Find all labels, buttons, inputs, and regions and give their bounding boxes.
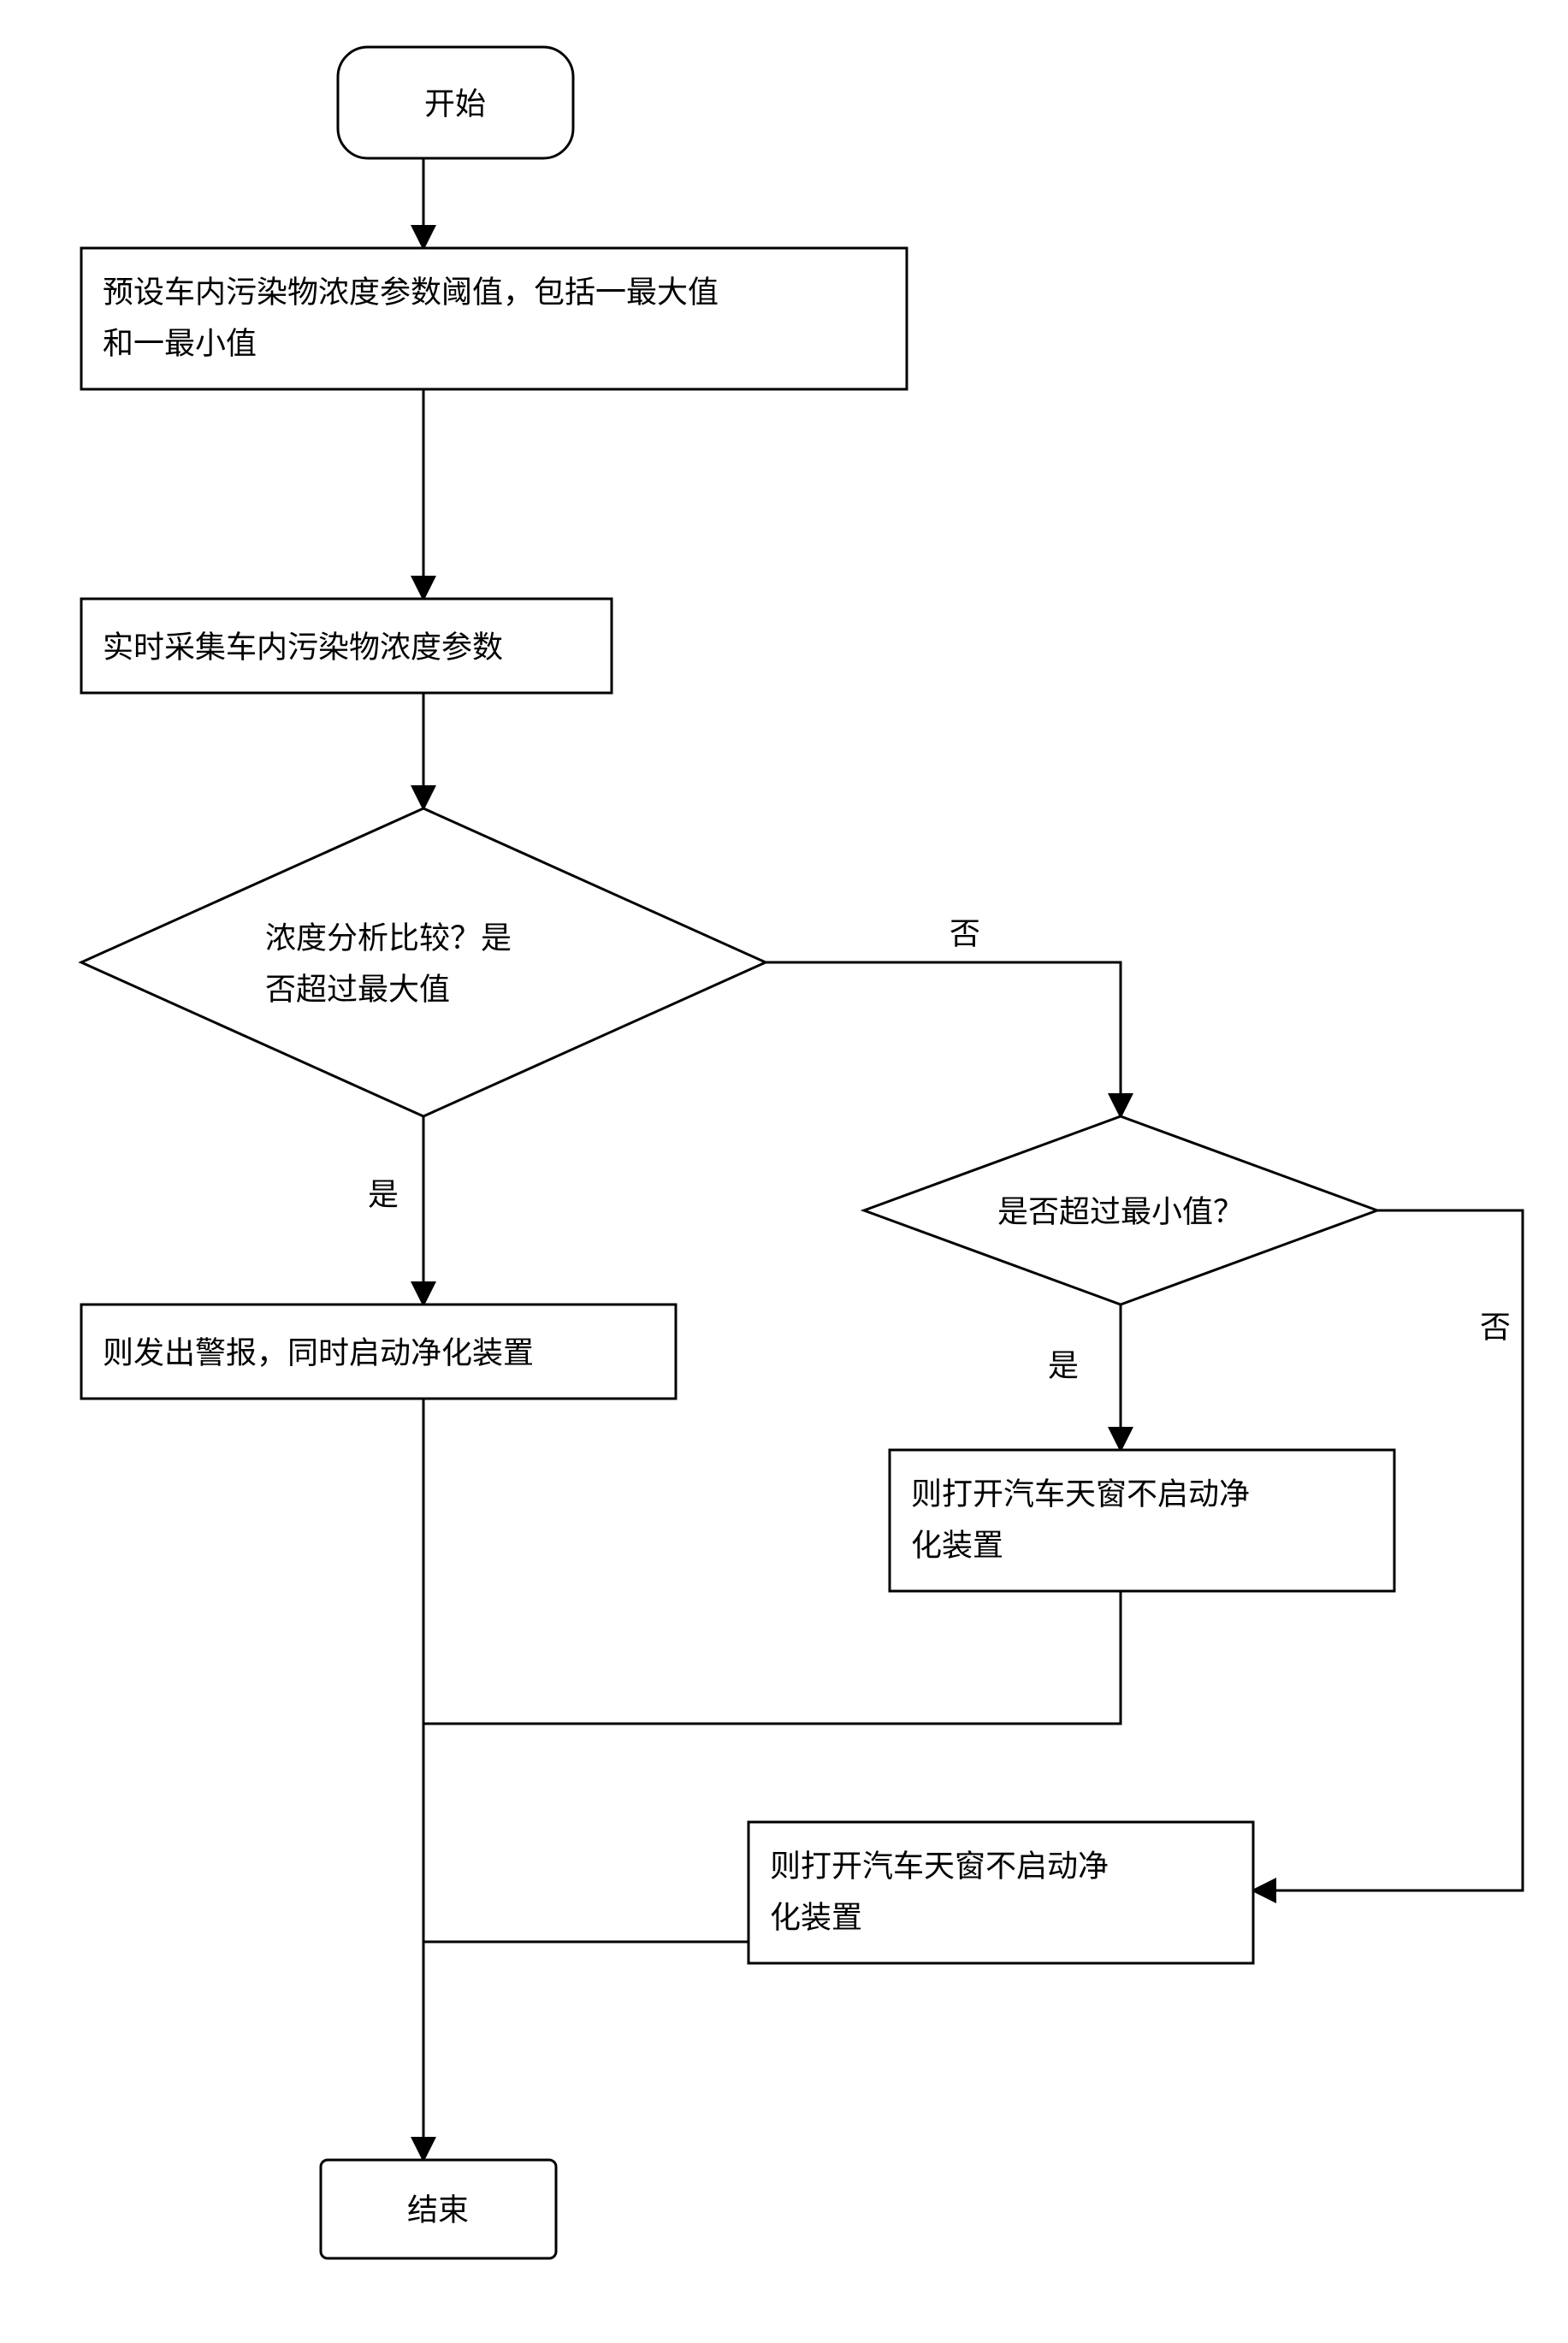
node-end-label: 结束 xyxy=(407,2192,469,2227)
node-preset-line2: 和一最小值 xyxy=(103,326,257,360)
node-d1-line1: 浓度分析比较？是 xyxy=(265,920,512,955)
node-open2: 则打开汽车天窗不启动净 化装置 xyxy=(748,1822,1253,1963)
label-d2-yes: 是 xyxy=(1048,1348,1079,1382)
node-open1-line1: 则打开汽车天窗不启动净 xyxy=(911,1476,1250,1511)
label-d2-no: 否 xyxy=(1480,1310,1511,1344)
node-preset-line1: 预设车内污染物浓度参数阈值，包括一最大值 xyxy=(103,275,719,309)
label-d1-no: 否 xyxy=(950,916,980,950)
node-sample-line1: 实时采集车内污染物浓度参数 xyxy=(103,630,503,664)
edge-open1-join xyxy=(423,1591,1121,1724)
node-start-label: 开始 xyxy=(424,86,486,121)
label-d1-yes: 是 xyxy=(368,1177,399,1211)
node-end: 结束 xyxy=(321,2160,556,2258)
node-sample: 实时采集车内污染物浓度参数 xyxy=(81,599,612,693)
node-open1: 则打开汽车天窗不启动净 化装置 xyxy=(890,1450,1394,1591)
flowchart-canvas: 是 否 是 否 开始 预设车内污染物浓度参数阈值，包括一最大值 和一最小值 实时… xyxy=(0,0,1568,2343)
node-alarm-line1: 则发出警报，同时启动净化装置 xyxy=(103,1335,534,1370)
node-d2-line1: 是否超过最小值？ xyxy=(997,1194,1244,1228)
node-alarm: 则发出警报，同时启动净化装置 xyxy=(81,1305,676,1399)
node-decision-1: 浓度分析比较？是 否超过最大值 xyxy=(81,808,766,1116)
node-open2-line1: 则打开汽车天窗不启动净 xyxy=(770,1849,1109,1883)
node-decision-2: 是否超过最小值？ xyxy=(864,1116,1377,1305)
node-d1-line2: 否超过最大值 xyxy=(265,972,450,1006)
node-start: 开始 xyxy=(338,47,573,158)
node-preset: 预设车内污染物浓度参数阈值，包括一最大值 和一最小值 xyxy=(81,248,907,389)
node-open2-line2: 化装置 xyxy=(770,1900,862,1934)
edge-d1-no xyxy=(766,962,1121,1116)
node-open1-line2: 化装置 xyxy=(911,1528,1003,1562)
